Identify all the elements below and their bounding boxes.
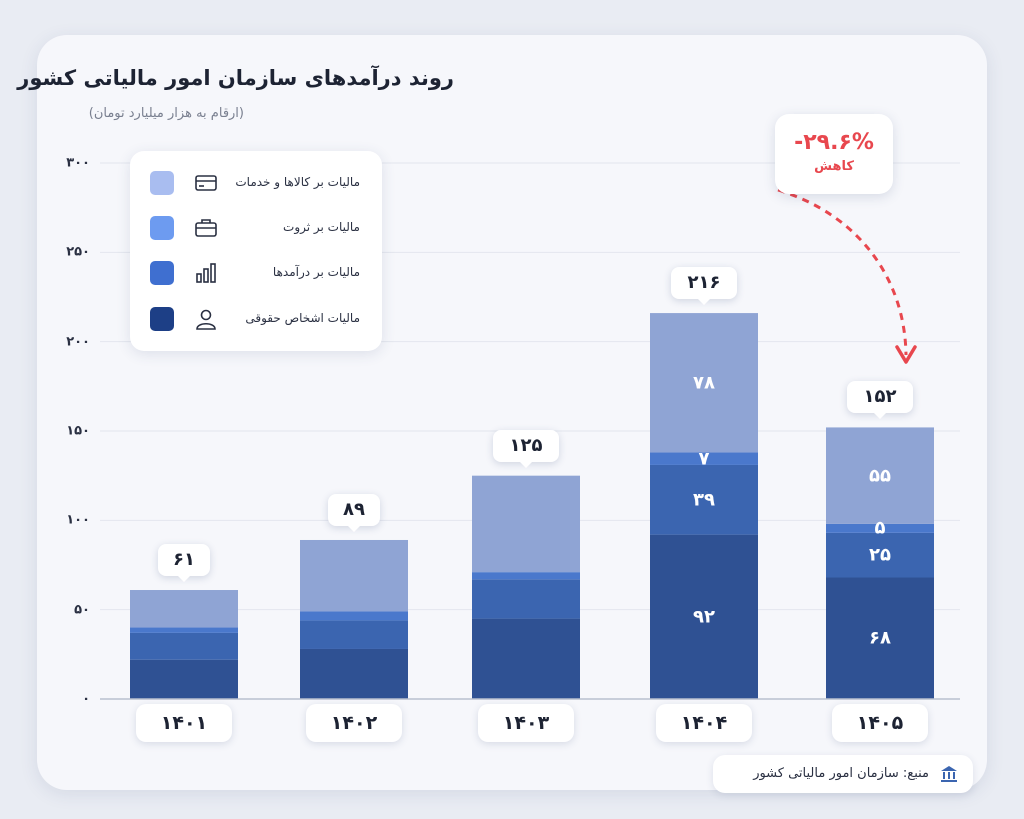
legend: مالیات بر کالاها و خدمات مالیات بر ثروت … xyxy=(130,151,382,351)
x-tick-label: ۱۴۰۴ xyxy=(656,704,752,742)
annotation-arrow-head xyxy=(895,345,917,364)
legend-label: مالیات بر کالاها و خدمات xyxy=(235,175,360,189)
bar-segment xyxy=(300,611,408,621)
bar-segment xyxy=(300,648,408,699)
source-text: منبع: سازمان امور مالیاتی کشور xyxy=(753,766,929,781)
bar-segment xyxy=(826,523,934,533)
segment-value-label: ۵۵ xyxy=(869,465,891,487)
bank-icon xyxy=(941,766,957,782)
bar-segment xyxy=(300,539,408,612)
bar-segment xyxy=(826,532,934,578)
change-value: -۲۹.۶% xyxy=(794,130,874,155)
segment-value-label: ۷۸ xyxy=(693,372,715,394)
source-badge: منبع: سازمان امور مالیاتی کشور xyxy=(713,755,973,793)
chart-title: روند درآمدهای سازمان امور مالیاتی کشور xyxy=(17,66,454,90)
x-tick-label: ۱۴۰۲ xyxy=(306,704,402,742)
legend-label: مالیات اشخاص حقوقی xyxy=(245,311,360,325)
legend-item-corporate: مالیات اشخاص حقوقی xyxy=(130,304,382,334)
person-icon xyxy=(196,309,216,330)
bar-segment xyxy=(472,618,580,699)
total-value-label: ۲۱۶ xyxy=(671,267,737,306)
segment-value-label: ۲۵ xyxy=(869,544,891,566)
bar-segment xyxy=(130,590,238,628)
legend-swatch xyxy=(150,216,174,240)
segment-value-label: ۵ xyxy=(874,517,886,539)
legend-item-wealth: مالیات بر ثروت xyxy=(130,213,382,243)
bar-segment xyxy=(472,579,580,619)
y-tick-label: ۲۵۰ xyxy=(66,244,90,260)
segment-value-label: ۳۹ xyxy=(693,489,715,511)
bar-segment xyxy=(650,464,758,535)
legend-item-goods-services: مالیات بر کالاها و خدمات xyxy=(130,168,382,198)
bar-segment xyxy=(826,427,934,524)
legend-swatch xyxy=(150,261,174,285)
annotation-arrow xyxy=(777,188,908,356)
bars xyxy=(130,313,934,699)
y-tick-label: ۲۰۰ xyxy=(66,334,90,350)
y-tick-label: ۱۰۰ xyxy=(66,512,90,528)
bar-segment xyxy=(826,577,934,699)
bar-segment xyxy=(130,659,238,699)
total-value-label: ۸۹ xyxy=(328,493,380,532)
bar-segment xyxy=(130,627,238,633)
y-tick-label: ۰ xyxy=(82,691,90,707)
total-value-label: ۱۵۲ xyxy=(847,381,913,420)
bar-segment xyxy=(472,572,580,580)
bar-segment xyxy=(130,632,238,660)
y-tick-label: ۵۰ xyxy=(74,602,90,618)
bar-segment xyxy=(472,475,580,573)
y-tick-label: ۱۵۰ xyxy=(66,423,90,439)
y-tick-label: ۳۰۰ xyxy=(66,155,90,171)
change-annotation: -۲۹.۶% کاهش xyxy=(775,114,893,194)
change-label: کاهش xyxy=(814,159,854,174)
x-tick-label: ۱۴۰۱ xyxy=(136,704,232,742)
segment-value-label: ۶۸ xyxy=(869,627,891,649)
legend-swatch xyxy=(150,171,174,195)
legend-label: مالیات بر ثروت xyxy=(283,220,360,234)
card-icon xyxy=(195,175,217,191)
bar-segment xyxy=(650,534,758,699)
bar-segment xyxy=(650,313,758,453)
total-value-label: ۶۱ xyxy=(158,544,210,582)
segment-value-label: ۷ xyxy=(698,448,710,470)
bar-segment xyxy=(650,452,758,465)
bar-segment xyxy=(300,620,408,649)
total-value-label: ۱۲۵ xyxy=(493,429,559,468)
legend-label: مالیات بر درآمدها xyxy=(272,265,360,279)
chart-subtitle: (ارقام به هزار میلیارد تومان) xyxy=(88,106,244,121)
legend-swatch xyxy=(150,307,174,331)
briefcase-icon xyxy=(195,219,217,237)
x-tick-label: ۱۴۰۳ xyxy=(478,704,574,742)
segment-value-label: ۹۲ xyxy=(693,606,715,628)
bar-chart-icon xyxy=(196,263,216,283)
legend-item-income: مالیات بر درآمدها xyxy=(130,258,382,288)
x-tick-label: ۱۴۰۵ xyxy=(832,704,928,742)
